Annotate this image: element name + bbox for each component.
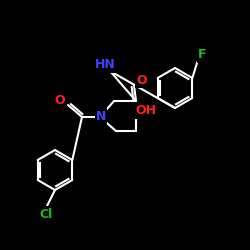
Text: F: F [198,48,206,62]
Text: O: O [55,94,65,106]
Text: N: N [96,110,106,122]
Text: HN: HN [94,58,116,71]
Text: O: O [137,74,147,86]
Text: OH: OH [136,104,156,118]
Text: Cl: Cl [39,208,52,220]
